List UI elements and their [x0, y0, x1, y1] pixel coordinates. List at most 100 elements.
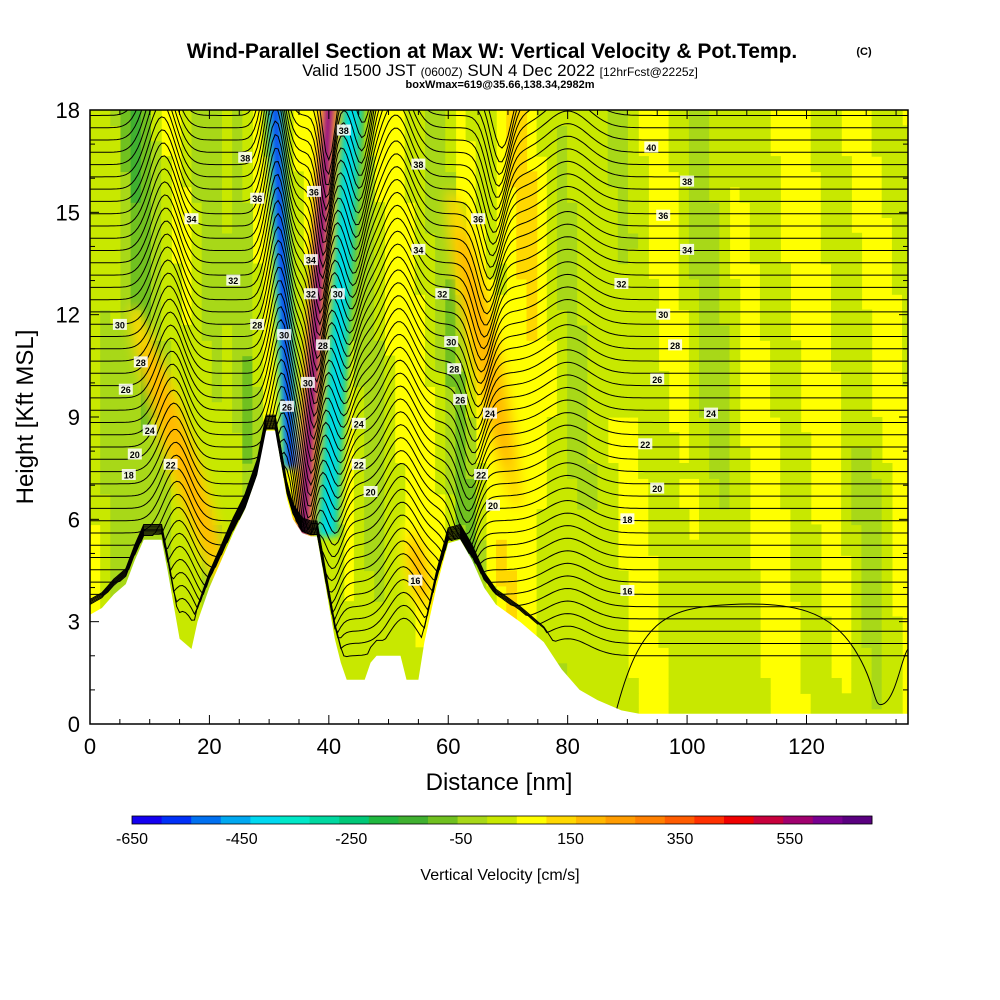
field-cell [232, 186, 243, 203]
colorbar-swatch [842, 816, 873, 824]
field-cell [759, 125, 771, 142]
field-cell [607, 355, 619, 372]
field-cell [800, 509, 812, 526]
field-cell [871, 463, 883, 479]
field-cell [110, 294, 122, 311]
field-cell [110, 524, 122, 541]
theta-label-text: 28 [318, 341, 328, 351]
field-cell [191, 294, 203, 311]
theta-label: 28 [250, 318, 265, 330]
field-cell [871, 678, 883, 694]
field-cell [607, 263, 619, 280]
field-cell [688, 125, 700, 142]
field-cell [222, 340, 233, 357]
field-cell [445, 509, 457, 526]
field-cell [759, 263, 771, 280]
field-cell [181, 340, 193, 357]
field-cell [556, 555, 568, 572]
field-cell [658, 555, 670, 572]
field-cell [546, 278, 558, 295]
field-cell [891, 662, 903, 679]
theta-label-bg [163, 458, 178, 470]
field-cell [800, 678, 812, 694]
field-cell [546, 217, 558, 234]
field-cell [211, 324, 223, 341]
colorbar: -650 -450 -250 -50 150 350 550 [116, 815, 873, 848]
theta-contour [90, 110, 908, 257]
field-cell [770, 278, 781, 295]
field-cell [404, 125, 416, 142]
field-cell [861, 401, 873, 418]
field-cell [556, 478, 568, 495]
field-cell [506, 570, 517, 587]
field-cell [120, 110, 132, 111]
field-cell [831, 263, 842, 280]
theta-label: 24 [351, 417, 366, 429]
field-cell [810, 125, 822, 142]
field-cell [648, 324, 660, 341]
theta-label-text: 24 [485, 409, 495, 419]
field-cell [678, 186, 690, 203]
field-cell [242, 417, 254, 433]
field-cell [709, 555, 720, 572]
field-cell [191, 432, 203, 449]
field-cell [546, 125, 558, 142]
field-cell [222, 324, 233, 341]
field-cell [699, 309, 710, 326]
field-cell [871, 509, 883, 526]
field-cell [699, 463, 710, 479]
field-cell [597, 110, 609, 126]
field-cell [617, 186, 629, 203]
field-cell [749, 110, 761, 111]
field-cell [688, 355, 700, 372]
field-cell [831, 110, 842, 111]
field-cell [546, 417, 558, 433]
theta-contour [90, 110, 908, 244]
field-cell [211, 432, 223, 449]
field-cell [364, 601, 375, 618]
field-cell [841, 524, 852, 541]
theta-label-bg [315, 339, 330, 351]
field-cell [140, 493, 152, 510]
field-cell [465, 524, 477, 541]
field-cell [313, 432, 325, 449]
field-cell [851, 447, 863, 464]
field-cell [800, 570, 812, 587]
field-cell [729, 171, 741, 188]
field-cell [587, 171, 599, 188]
field-cell [191, 110, 203, 126]
theta-label-text: 20 [130, 450, 140, 460]
field-cell [140, 140, 152, 157]
field-cell [607, 616, 619, 633]
field-cell [749, 202, 761, 218]
field-cell [120, 493, 132, 510]
field-cell [861, 509, 873, 526]
field-cell [374, 340, 385, 357]
field-cell [211, 478, 223, 495]
field-cell [364, 140, 375, 157]
field-cell [567, 340, 578, 357]
field-cell [607, 509, 619, 526]
field-cell [729, 585, 741, 602]
field-cell [364, 355, 375, 372]
theta-label: 28 [315, 339, 330, 351]
field-cell [374, 509, 385, 526]
theta-contour [90, 173, 908, 337]
field-cell [110, 401, 122, 418]
field-cell [688, 263, 700, 280]
theta-label-text: 22 [476, 471, 486, 481]
theta-contour [90, 110, 908, 199]
field-cell [790, 432, 802, 449]
field-cell [587, 263, 599, 280]
field-cell [841, 509, 852, 526]
field-cell [567, 125, 578, 142]
field-cell [130, 478, 142, 495]
field-cell [364, 171, 375, 188]
theta-contour [90, 422, 908, 616]
field-cell [638, 202, 649, 218]
field-cell [150, 125, 162, 142]
field-cell [130, 432, 142, 449]
field-cell [303, 278, 314, 295]
field-cell [353, 539, 365, 556]
field-cell [607, 309, 619, 326]
